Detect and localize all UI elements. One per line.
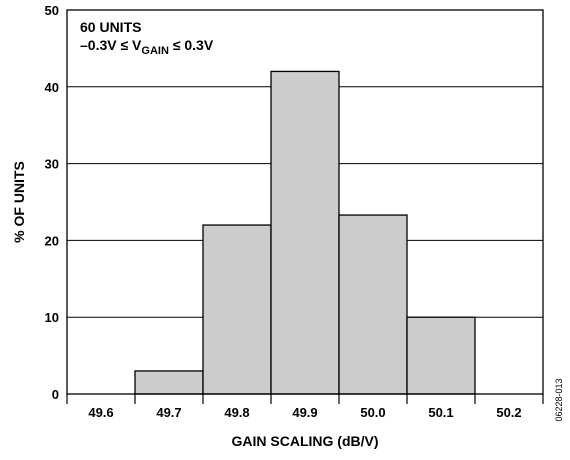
x-tick-label: 50.1 <box>428 405 453 420</box>
x-axis-label: GAIN SCALING (dB/V) <box>232 433 379 449</box>
annotation-subscript: GAIN <box>141 45 169 57</box>
x-tick-label: 49.9 <box>292 405 317 420</box>
y-axis-ticks: 0 10 20 30 40 50 <box>45 3 59 402</box>
y-tick-label: 10 <box>45 310 59 325</box>
x-tick-label: 49.8 <box>224 405 249 420</box>
y-tick-label: 50 <box>45 3 59 18</box>
histogram-bar <box>406 316 476 395</box>
annotation-suffix: ≤ 0.3V <box>169 37 214 53</box>
y-tick-label: 40 <box>45 80 59 95</box>
x-tick-label: 49.7 <box>156 405 181 420</box>
figure-id: 06228-013 <box>554 378 564 421</box>
histogram-bars <box>134 70 476 395</box>
y-tick-label: 20 <box>45 233 59 248</box>
plot-frame <box>66 9 544 395</box>
x-tick-label: 50.0 <box>360 405 385 420</box>
histogram-bar <box>134 370 204 395</box>
y-tick-label: 30 <box>45 157 59 172</box>
histogram-bar <box>338 214 408 395</box>
annotation-prefix: –0.3V ≤ V <box>80 37 142 53</box>
histogram-bar <box>270 70 340 395</box>
y-axis-label: % OF UNITS <box>11 161 27 243</box>
x-tick-label: 49.6 <box>88 405 113 420</box>
y-tick-label: 0 <box>52 387 59 402</box>
x-axis-ticks: 49.6 49.7 49.8 49.9 50.0 50.1 50.2 <box>66 394 544 420</box>
histogram-bar <box>202 224 272 395</box>
annotation-vgain-range: –0.3V ≤ VGAIN ≤ 0.3V <box>80 37 214 57</box>
x-tick-label: 50.2 <box>496 405 521 420</box>
annotation-units: 60 UNITS <box>80 19 141 35</box>
